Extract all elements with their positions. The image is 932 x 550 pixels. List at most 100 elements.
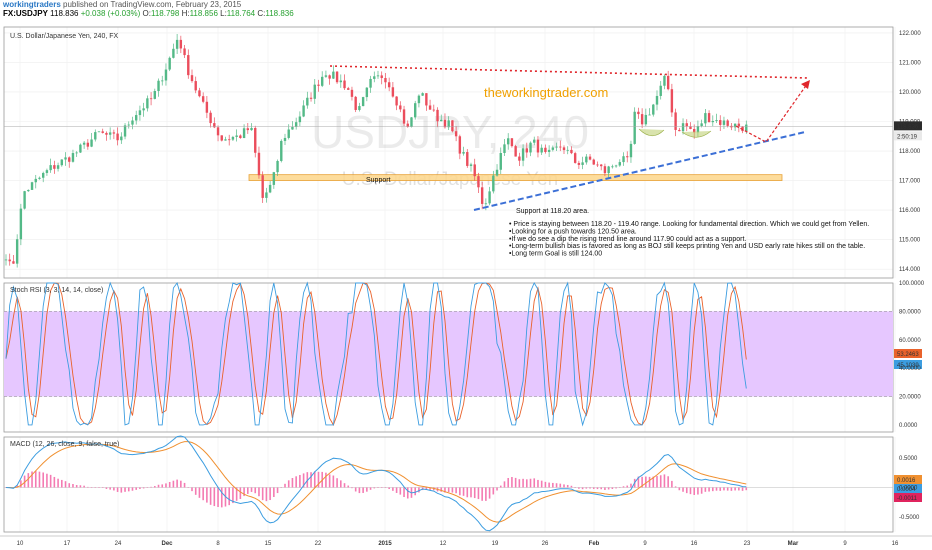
candle-body [733, 123, 737, 128]
x-tick: 9 [843, 541, 847, 547]
macd-hist-bar [299, 474, 301, 488]
candle-body [440, 119, 443, 122]
candle-body [637, 111, 640, 115]
rsi-y-tick: 0.0000 [899, 423, 918, 429]
macd-hist-bar [343, 483, 346, 488]
macd-hist-bar [258, 487, 260, 497]
candle-body [488, 191, 491, 204]
candle-body [730, 125, 733, 128]
candle-body [484, 203, 488, 205]
candle-body [49, 165, 52, 171]
low-value: 118.764 [226, 9, 256, 18]
macd-hist-bar [247, 487, 249, 494]
macd-hist-bar [723, 487, 725, 491]
macd-hist-bar [23, 475, 26, 488]
candle-body [600, 164, 603, 167]
candle-body [369, 78, 372, 88]
macd-hist-bar [470, 487, 472, 498]
close-value: 118.836 [265, 9, 294, 18]
x-tick: 2015 [378, 541, 392, 547]
candle-body [123, 125, 127, 137]
analysis-bullet: •If we do see a dip the rising trend lin… [509, 236, 746, 243]
price-y-tick: 121.000 [899, 60, 921, 66]
macd-hist-bar [540, 480, 543, 488]
candle-body [603, 166, 607, 174]
macd-hist-bar [503, 481, 506, 488]
x-tick: Mar [788, 541, 799, 547]
macd-hist-bar [34, 471, 37, 488]
candle-body [417, 95, 421, 104]
candle-body [224, 139, 227, 141]
macd-hist-bar [27, 473, 30, 488]
macd-hist-bar [98, 487, 100, 488]
candle-body [704, 113, 707, 124]
macd-hist-bar [511, 477, 513, 488]
candle-body [228, 139, 231, 141]
macd-hist-bar [150, 486, 152, 488]
cup-shape-2 [681, 130, 712, 138]
macd-hist-bar [600, 487, 602, 490]
macd-hist-bar [16, 485, 18, 488]
candle-body [97, 131, 101, 133]
projection-path [735, 79, 811, 143]
candle-body [507, 138, 510, 145]
macd-hist-bar [332, 475, 335, 488]
macd-hist-bar [656, 476, 658, 488]
candle-body [361, 97, 365, 107]
macd-hist-bar [109, 487, 111, 490]
macd-hist-bar [250, 487, 253, 492]
candle-body [149, 98, 153, 100]
candle-body [153, 90, 156, 99]
candle-body [689, 126, 692, 129]
candle-body [220, 135, 223, 141]
candle-body [231, 136, 235, 140]
candle-body [283, 137, 287, 141]
candle-body [335, 71, 339, 83]
x-tick: 8 [216, 541, 220, 547]
macd-hist-bar [566, 484, 569, 488]
candle-body [633, 111, 636, 144]
macd-hist-bar [414, 487, 416, 496]
candle-body [629, 143, 633, 158]
macd-value-text: 0.0004 [897, 487, 916, 493]
candle-body [607, 166, 610, 174]
macd-hist-bar [83, 485, 85, 488]
candle-body [321, 76, 324, 86]
macd-hist-bar [87, 486, 89, 488]
macd-hist-bar [101, 487, 104, 488]
candle-body [499, 152, 502, 170]
macd-hist-bar [191, 487, 193, 492]
author-link[interactable]: workingtraders [3, 0, 61, 9]
candle-body [138, 110, 142, 116]
site-brand: theworkingtrader.com [484, 85, 608, 100]
candle-body [183, 48, 186, 56]
candle-body [551, 147, 555, 150]
candle-body [454, 131, 458, 137]
candle-body [577, 162, 581, 165]
macd-hist-bar [42, 472, 44, 488]
x-tick: Dec [161, 541, 173, 547]
macd-hist-bar [663, 474, 666, 488]
candle-body [194, 81, 197, 91]
candle-body [198, 90, 201, 97]
analysis-bullet: •Long-term bullish bias is favored as lo… [509, 243, 865, 250]
macd-hist-bar [592, 487, 595, 489]
rsi-d-line [5, 282, 747, 426]
macd-hist-bar [354, 487, 357, 492]
candle-body [547, 149, 551, 152]
macd-hist-bar [68, 483, 71, 488]
candle-body [436, 109, 439, 122]
symbol-label[interactable]: FX:USDJPY [3, 9, 48, 18]
macd-hist-bar [678, 487, 681, 491]
high-value: 118.856 [189, 9, 218, 18]
x-tick: 23 [744, 541, 751, 547]
candle-body [640, 114, 644, 125]
price-y-tick: 118.000 [899, 149, 921, 155]
macd-hist-bar [667, 476, 669, 488]
macd-y-tick: 0.0000 [899, 485, 918, 491]
published-text: published on TradingView.com, February 2… [63, 0, 242, 9]
rsi-y-tick: 100.0000 [899, 281, 925, 287]
macd-hist-bar [626, 485, 629, 488]
candle-body [358, 106, 361, 110]
